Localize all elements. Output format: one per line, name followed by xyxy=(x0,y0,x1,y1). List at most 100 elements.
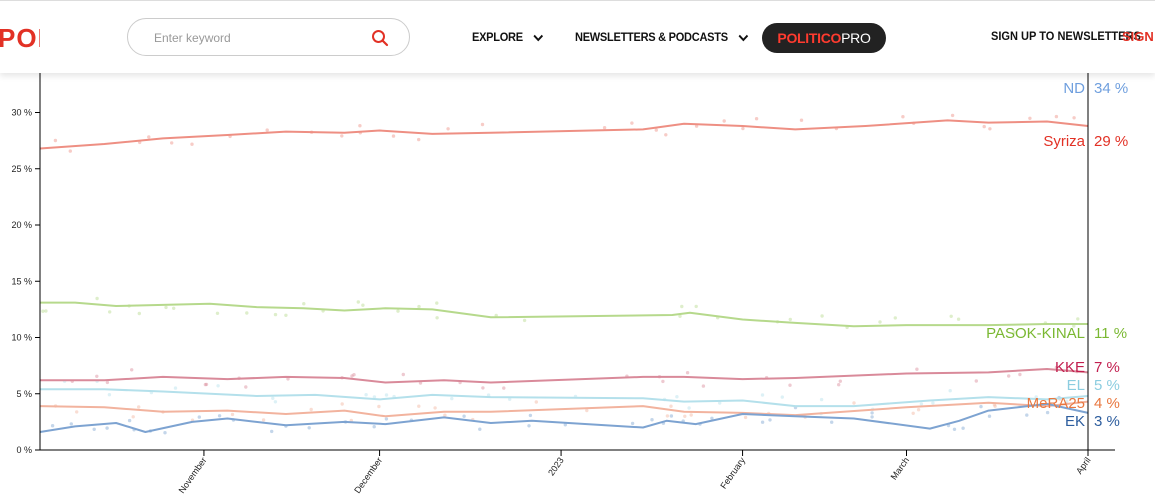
poll-dot xyxy=(837,383,841,387)
poll-dot xyxy=(197,415,201,419)
signin-link[interactable]: SIGN IN xyxy=(1122,29,1155,44)
poll-dot xyxy=(522,318,527,323)
series-line-syriza xyxy=(39,119,1089,150)
poll-dot xyxy=(1076,317,1080,321)
poll-dot xyxy=(273,400,278,404)
site-header: POLITICO EXPLORE NEWSLETTERS & PODCASTS … xyxy=(0,0,1155,73)
poll-dot xyxy=(1028,116,1032,121)
poll-dot xyxy=(384,393,389,397)
poll-dot xyxy=(916,408,921,412)
poll-dot xyxy=(563,423,567,427)
series-label-el: EL xyxy=(1067,377,1085,394)
series-value-nd: 34 % xyxy=(1094,80,1128,97)
poll-dot xyxy=(372,395,377,399)
y-tick-label: 0 % xyxy=(16,445,32,455)
chevron-down-icon xyxy=(533,34,544,42)
series-label-pasok-kinal: PASOK-KINAL xyxy=(986,325,1085,342)
poll-dot xyxy=(50,424,55,428)
poll-dot xyxy=(948,389,952,393)
y-tick-label: 25 % xyxy=(11,164,32,174)
poll-dot xyxy=(974,379,978,383)
poll-dot xyxy=(1018,372,1022,377)
poll-dot xyxy=(204,382,209,387)
series-label-mera25: MeRA25 xyxy=(1027,395,1085,412)
y-tick-label: 30 % xyxy=(11,108,32,118)
poll-dot xyxy=(838,379,842,383)
poll-dot xyxy=(911,411,915,415)
poll-dot xyxy=(919,402,924,406)
poll-dot xyxy=(107,393,112,397)
poll-dot xyxy=(75,410,79,414)
series-label-kke: KKE xyxy=(1055,359,1085,376)
poll-dot xyxy=(137,311,141,316)
poll-dot xyxy=(69,422,74,426)
poll-dot xyxy=(307,426,311,430)
poll-dot xyxy=(105,380,110,385)
series-line-pasok-kinal xyxy=(40,301,1088,328)
x-tick-label: 2023 xyxy=(546,455,566,477)
poll-dot xyxy=(502,386,506,390)
poll-dot xyxy=(650,418,654,422)
poll-dot xyxy=(931,401,935,405)
poll-dot xyxy=(302,302,306,306)
poll-dot xyxy=(585,408,589,413)
poll-dot xyxy=(950,113,955,118)
series-line-kke xyxy=(40,368,1089,384)
poll-dot xyxy=(352,373,356,377)
poll-dot xyxy=(377,404,381,409)
poll-dot xyxy=(788,383,792,387)
poll-dot xyxy=(830,420,834,424)
poll-dot xyxy=(372,425,376,429)
poll-dot xyxy=(1072,324,1076,328)
nav-newsletters-label: NEWSLETTERS & PODCASTS xyxy=(575,30,728,44)
poll-dot xyxy=(131,415,135,419)
poll-dot xyxy=(760,420,765,424)
poll-dot xyxy=(870,411,874,415)
poll-dot xyxy=(819,397,824,402)
poll-dot xyxy=(788,317,792,322)
poll-dot xyxy=(435,316,439,320)
politico-pro-button[interactable]: POLITICOPRO xyxy=(762,23,886,53)
poll-dot xyxy=(993,404,997,408)
nav-explore[interactable]: EXPLORE xyxy=(472,30,544,44)
poll-dot xyxy=(1065,399,1069,403)
poll-dot xyxy=(286,377,290,381)
poll-dot xyxy=(722,119,726,123)
poll-dot xyxy=(108,310,112,314)
search-input[interactable] xyxy=(152,28,366,48)
poll-dot xyxy=(401,372,405,377)
poll-dot xyxy=(1045,410,1050,415)
poll-dot xyxy=(680,304,684,309)
x-tick-label: November xyxy=(177,455,209,495)
y-tick-label: 20 % xyxy=(11,220,32,230)
poll-dot xyxy=(364,393,368,397)
poll-dot xyxy=(95,296,99,301)
poll-dot xyxy=(630,421,635,426)
poll-dot xyxy=(675,395,679,399)
poll-dot xyxy=(630,121,634,125)
x-tick-label: December xyxy=(352,455,384,495)
poll-dot xyxy=(340,402,344,406)
search-box xyxy=(127,18,410,56)
poll-dot xyxy=(982,124,986,129)
x-tick-label: April xyxy=(1074,455,1093,475)
poll-dot xyxy=(602,126,607,130)
poll-dot xyxy=(743,415,748,420)
poll-dot xyxy=(446,127,450,131)
search-icon[interactable] xyxy=(371,29,389,47)
poll-dot xyxy=(1007,374,1011,378)
poll-dot xyxy=(462,414,466,418)
poll-dot xyxy=(340,134,344,138)
poll-dot xyxy=(694,124,699,128)
poll-dot xyxy=(901,115,905,119)
signup-newsletters-link[interactable]: SIGN UP TO NEWSLETTERS xyxy=(991,29,1141,43)
politico-logo[interactable]: POLITICO xyxy=(0,23,40,53)
poll-dot xyxy=(127,418,132,423)
series-label-nd: ND xyxy=(1063,80,1085,97)
poll-dot xyxy=(358,124,362,128)
nav-newsletters-podcasts[interactable]: NEWSLETTERS & PODCASTS xyxy=(575,30,749,44)
poll-dot xyxy=(391,134,396,138)
poll-dot xyxy=(417,404,421,408)
poll-dot xyxy=(685,371,690,375)
series-value-kke: 7 % xyxy=(1094,359,1120,376)
